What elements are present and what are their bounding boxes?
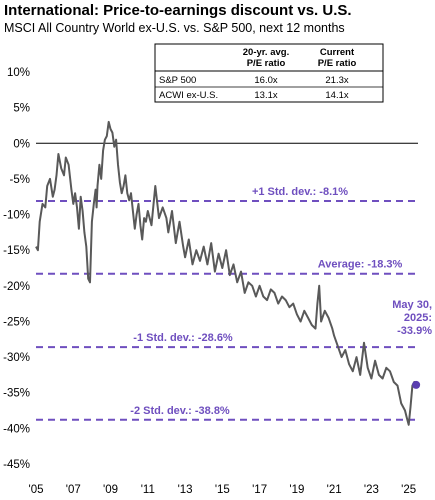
x-tick-label: '19 — [289, 484, 304, 496]
y-tick-label: -25% — [3, 316, 30, 328]
y-tick-label: 0% — [13, 138, 30, 150]
y-tick-label: -35% — [3, 388, 30, 400]
y-tick-label: -40% — [3, 423, 30, 435]
table-col1-header-line1: 20-yr. avg. — [243, 47, 289, 58]
table-col1-header-line2: P/E ratio — [247, 58, 286, 69]
table-border — [154, 43, 384, 103]
table-col2-header-line1: Current — [320, 47, 355, 58]
y-tick-label: -30% — [3, 352, 30, 364]
x-tick-label: '23 — [364, 484, 379, 496]
y-tick-label: 5% — [13, 103, 30, 115]
table-row-acwi-label: ACWI ex-U.S. — [159, 90, 218, 101]
y-tick-label: -45% — [3, 459, 30, 471]
chart-title: International: Price-to-earnings discoun… — [4, 2, 352, 19]
table-col2-header-line2: P/E ratio — [318, 58, 357, 69]
x-tick-label: '15 — [215, 484, 230, 496]
series-line — [35, 120, 417, 426]
current-value-marker — [412, 380, 421, 389]
x-tick-label: '25 — [401, 484, 416, 496]
table-row-acwi-avg: 13.1x — [254, 90, 277, 101]
pe-ratio-table: 20-yr. avg. P/E ratio Current P/E ratio … — [154, 43, 384, 103]
y-tick-label: -10% — [3, 210, 30, 222]
y-tick-label: -20% — [3, 281, 30, 293]
current-value-label: 2025: — [404, 312, 432, 324]
current-value-label: May 30, — [392, 299, 432, 311]
table-row-sp500-current: 21.3x — [325, 75, 348, 86]
reference-line-label: -2 Std. dev.: -38.8% — [130, 405, 230, 417]
x-tick-label: '21 — [327, 484, 342, 496]
table-row-sp500-label: S&P 500 — [159, 75, 196, 86]
x-tick-label: '07 — [66, 484, 81, 496]
current-value-label: -33.9% — [397, 325, 432, 337]
reference-line-label: +1 Std. dev.: -8.1% — [252, 186, 348, 198]
chart-subtitle: MSCI All Country World ex-U.S. vs. S&P 5… — [4, 21, 345, 35]
x-tick-label: '09 — [103, 484, 118, 496]
reference-lines: +1 Std. dev.: -8.1% Average: -18.3% -1 Std… — [36, 186, 418, 421]
chart-axes: 10% 5% 0% -5% -10% -15% -20% -25% -30% -35% -40% -4… — [3, 67, 418, 496]
y-tick-label: -5% — [10, 174, 30, 186]
y-tick-label: 10% — [7, 67, 30, 79]
series-group: May 30,2025:-33.9% — [35, 120, 432, 426]
x-tick-label: '05 — [29, 484, 44, 496]
table-row-sp500-avg: 16.0x — [254, 75, 277, 86]
reference-line-label: Average: -18.3% — [318, 259, 403, 271]
reference-line-label: -1 Std. dev.: -28.6% — [133, 332, 233, 344]
x-tick-label: '13 — [178, 484, 193, 496]
y-tick-label: -15% — [3, 245, 30, 257]
x-tick-label: '11 — [141, 484, 155, 496]
table-row-acwi-current: 14.1x — [325, 90, 348, 101]
x-tick-label: '17 — [252, 484, 267, 496]
